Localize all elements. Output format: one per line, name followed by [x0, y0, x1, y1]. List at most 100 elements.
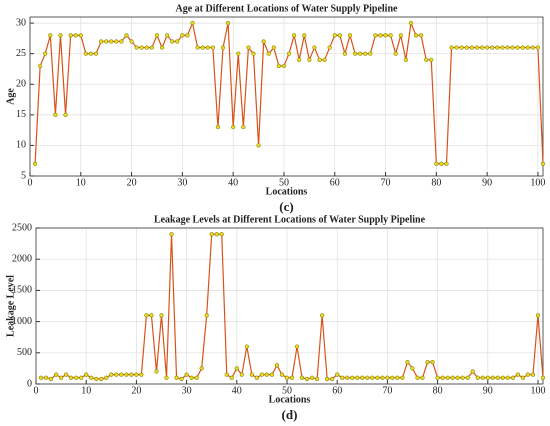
data-point — [281, 63, 287, 69]
data-point — [342, 51, 348, 56]
x-tick-label: 50 — [279, 177, 289, 188]
data-point — [165, 33, 170, 38]
data-point — [459, 45, 464, 50]
data-point — [286, 51, 292, 56]
data-point — [79, 375, 84, 380]
data-point — [302, 33, 307, 38]
y-tick-label: 1000 — [12, 316, 32, 327]
data-point — [144, 45, 149, 50]
data-point — [520, 375, 526, 380]
data-point — [239, 372, 244, 377]
data-point — [58, 33, 63, 38]
data-point — [490, 375, 495, 380]
data-point — [149, 313, 154, 318]
x-tick-label: 60 — [330, 177, 340, 188]
data-point — [88, 51, 94, 56]
y-tick-label: 10 — [16, 140, 26, 151]
data-point — [32, 161, 38, 166]
y-tick-label: 0 — [27, 378, 32, 389]
data-point — [435, 375, 440, 380]
x-tick-label: 0 — [34, 385, 39, 396]
data-point — [535, 45, 541, 50]
axis-box — [29, 16, 544, 177]
y-tick-label: 30 — [16, 17, 26, 28]
data-point — [400, 375, 405, 380]
y-tick-label: 20 — [16, 79, 26, 90]
data-point — [350, 375, 355, 380]
data-point — [322, 57, 327, 62]
data-point — [209, 232, 214, 237]
data-point — [43, 51, 48, 56]
x-axis-label: Locations — [269, 394, 311, 405]
data-point — [380, 375, 385, 380]
data-point — [256, 143, 261, 148]
data-point — [195, 45, 200, 50]
data-point — [154, 369, 159, 374]
data-point — [540, 161, 546, 166]
data-point — [363, 51, 368, 56]
data-point — [38, 375, 44, 380]
data-point — [444, 161, 449, 166]
data-point — [345, 375, 350, 380]
data-point — [204, 313, 209, 318]
data-point — [330, 376, 335, 382]
data-point — [264, 372, 270, 377]
data-point — [315, 376, 320, 382]
data-point — [540, 375, 546, 380]
data-point — [154, 33, 160, 38]
data-point — [94, 376, 99, 382]
data-point — [124, 33, 129, 38]
data-point — [440, 375, 445, 380]
data-point — [485, 45, 490, 50]
data-point — [449, 45, 454, 50]
data-point — [450, 375, 455, 380]
data-point — [469, 45, 474, 50]
data-point — [309, 375, 315, 380]
x-tick-label: 0 — [28, 177, 33, 188]
data-point — [53, 372, 59, 377]
data-point — [104, 375, 109, 380]
data-point — [274, 363, 280, 368]
data-point — [445, 375, 450, 380]
data-point — [234, 366, 239, 371]
x-tick-label: 70 — [381, 177, 391, 188]
data-point — [429, 57, 434, 62]
data-point — [430, 360, 435, 365]
data-point — [246, 45, 251, 50]
data-point — [415, 375, 420, 380]
data-point — [535, 313, 541, 318]
data-point — [149, 45, 155, 50]
data-point — [124, 372, 129, 377]
data-point — [244, 344, 249, 349]
data-point — [119, 39, 124, 44]
data-point — [114, 39, 119, 44]
data-point — [215, 124, 221, 130]
data-point — [395, 375, 400, 380]
data-point — [525, 45, 530, 50]
data-point — [261, 39, 266, 44]
x-tick-label: 90 — [483, 385, 493, 396]
plot-area — [36, 228, 543, 384]
data-point — [74, 375, 79, 380]
x-tick-label: 80 — [433, 385, 443, 396]
x-tick-label: 10 — [76, 177, 86, 188]
data-point — [520, 45, 525, 50]
data-point — [335, 372, 340, 377]
chart-title: Leakage Levels at Different Locations of… — [154, 214, 426, 225]
data-point — [470, 369, 475, 374]
data-point — [269, 372, 275, 377]
data-point — [180, 33, 185, 38]
data-point — [464, 45, 469, 50]
data-point — [510, 45, 515, 50]
x-tick-label: 40 — [232, 385, 242, 396]
data-point — [169, 232, 174, 237]
data-point — [89, 375, 94, 380]
data-point — [398, 33, 403, 38]
data-point — [368, 51, 373, 56]
data-point — [43, 375, 49, 380]
x-tick-label: 30 — [177, 177, 187, 188]
data-point — [139, 45, 144, 50]
y-tick-label: 25 — [16, 48, 26, 59]
data-point — [490, 45, 495, 50]
data-point — [174, 375, 179, 380]
